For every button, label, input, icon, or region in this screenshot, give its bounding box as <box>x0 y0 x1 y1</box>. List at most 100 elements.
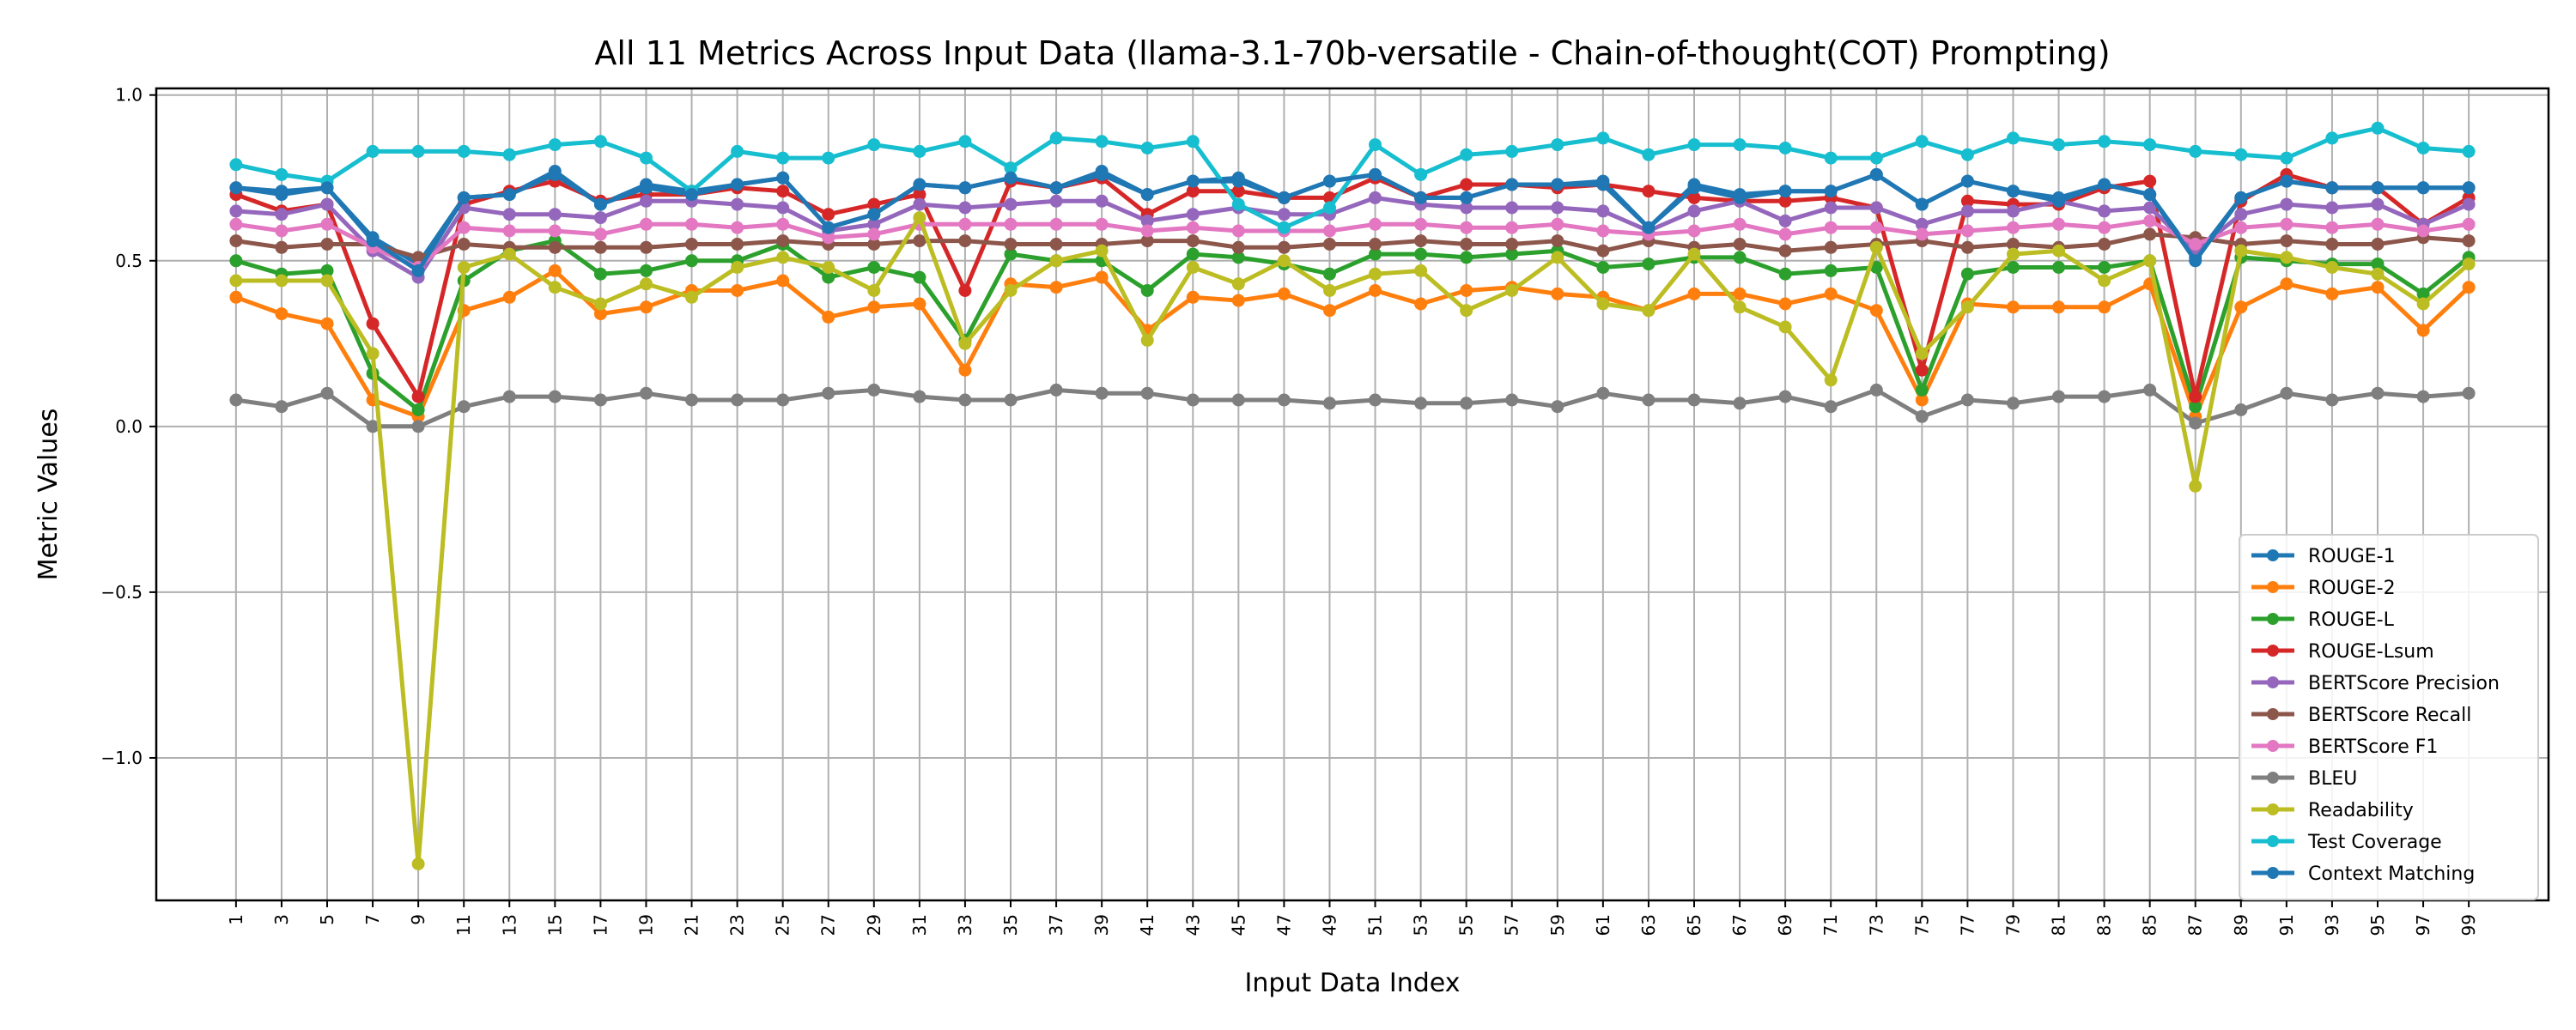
data-point <box>958 234 972 248</box>
data-point <box>913 178 927 191</box>
data-point <box>2098 221 2111 234</box>
data-point <box>2280 197 2293 211</box>
data-point <box>1778 244 1792 258</box>
legend: ROUGE-1 ROUGE-2 ROUGE-L ROUGE-Lsum BERTScore… <box>2239 534 2539 900</box>
data-point <box>1277 254 1291 268</box>
data-point <box>1596 386 1610 400</box>
data-point <box>366 420 380 433</box>
y-tick-label: 0.5 <box>115 251 143 271</box>
data-point <box>1733 300 1747 314</box>
data-point <box>1824 151 1838 165</box>
data-point <box>1414 247 1428 261</box>
data-point <box>2189 144 2202 158</box>
data-point <box>867 138 881 152</box>
legend-label: ROUGE-L <box>2308 609 2395 631</box>
series-line <box>234 387 2471 429</box>
data-point <box>229 290 243 304</box>
data-point <box>411 251 425 264</box>
data-point <box>2325 238 2339 251</box>
data-point <box>958 393 972 407</box>
data-point <box>548 138 562 152</box>
y-tick-label: 1.0 <box>115 85 143 106</box>
data-point <box>1460 201 1473 215</box>
data-point <box>320 274 334 288</box>
data-point <box>1095 386 1109 400</box>
data-point <box>2007 185 2020 198</box>
data-point <box>776 171 790 185</box>
data-point <box>867 383 881 397</box>
data-point <box>320 317 334 330</box>
data-point <box>2325 201 2339 215</box>
data-point <box>2462 281 2476 294</box>
x-tick-label: 49 <box>1319 914 1340 936</box>
data-point <box>1369 138 1382 152</box>
data-point <box>867 261 881 274</box>
legend-label: BERTScore Recall <box>2308 705 2471 726</box>
data-point <box>2280 151 2293 165</box>
x-tick-label: 35 <box>1000 914 1021 936</box>
data-point <box>1323 267 1336 281</box>
data-point <box>1186 185 1200 198</box>
data-point <box>2189 416 2202 430</box>
data-point <box>1231 174 1245 188</box>
data-point <box>1414 264 1428 277</box>
x-tick-label: 63 <box>1638 914 1659 936</box>
data-point <box>822 231 835 245</box>
data-point <box>1004 197 1018 211</box>
x-tick-label: 31 <box>909 914 930 936</box>
data-point <box>2052 261 2065 274</box>
data-point <box>502 290 516 304</box>
data-point <box>1505 178 1519 191</box>
data-point <box>776 151 790 165</box>
data-point <box>640 277 653 291</box>
data-point <box>275 240 289 254</box>
legend-marker <box>2267 803 2279 815</box>
data-point <box>867 197 881 211</box>
data-point <box>2143 227 2157 241</box>
data-point <box>1505 238 1519 251</box>
data-point <box>1460 397 1473 410</box>
data-point <box>776 393 790 407</box>
data-point <box>366 317 380 330</box>
data-point <box>776 217 790 231</box>
series-line <box>234 268 2471 419</box>
data-point <box>1414 297 1428 311</box>
data-point <box>548 264 562 277</box>
data-point <box>411 390 425 403</box>
data-point <box>2416 297 2430 311</box>
data-point <box>229 274 243 288</box>
data-point <box>958 363 972 377</box>
legend-label: Test Coverage <box>2307 832 2442 853</box>
data-point <box>1733 217 1747 231</box>
x-tick-label: 7 <box>362 914 383 925</box>
x-tick-label: 43 <box>1182 914 1203 936</box>
data-point <box>548 167 562 181</box>
data-point <box>366 144 380 158</box>
series-bertscore-f1 <box>229 214 2476 274</box>
data-point <box>822 208 835 221</box>
data-point <box>2098 261 2111 274</box>
data-point <box>1687 204 1701 218</box>
data-point <box>593 297 607 311</box>
data-point <box>1642 221 1656 234</box>
data-point <box>1369 284 1382 297</box>
data-point <box>2234 208 2248 221</box>
data-point <box>822 221 835 234</box>
data-point <box>2143 174 2157 188</box>
data-point <box>2416 142 2430 154</box>
data-point <box>1277 191 1291 204</box>
data-point <box>1277 287 1291 300</box>
data-point <box>2007 131 2020 145</box>
data-point <box>1186 208 1200 221</box>
data-point <box>2234 300 2248 314</box>
data-point <box>1004 284 1018 297</box>
data-point <box>822 270 835 284</box>
data-point <box>1824 185 1838 198</box>
data-point <box>640 240 653 254</box>
data-point <box>593 267 607 281</box>
x-tick-label: 71 <box>1820 914 1841 936</box>
data-point <box>1505 284 1519 297</box>
data-point <box>1733 191 1747 204</box>
data-point <box>2371 281 2385 294</box>
